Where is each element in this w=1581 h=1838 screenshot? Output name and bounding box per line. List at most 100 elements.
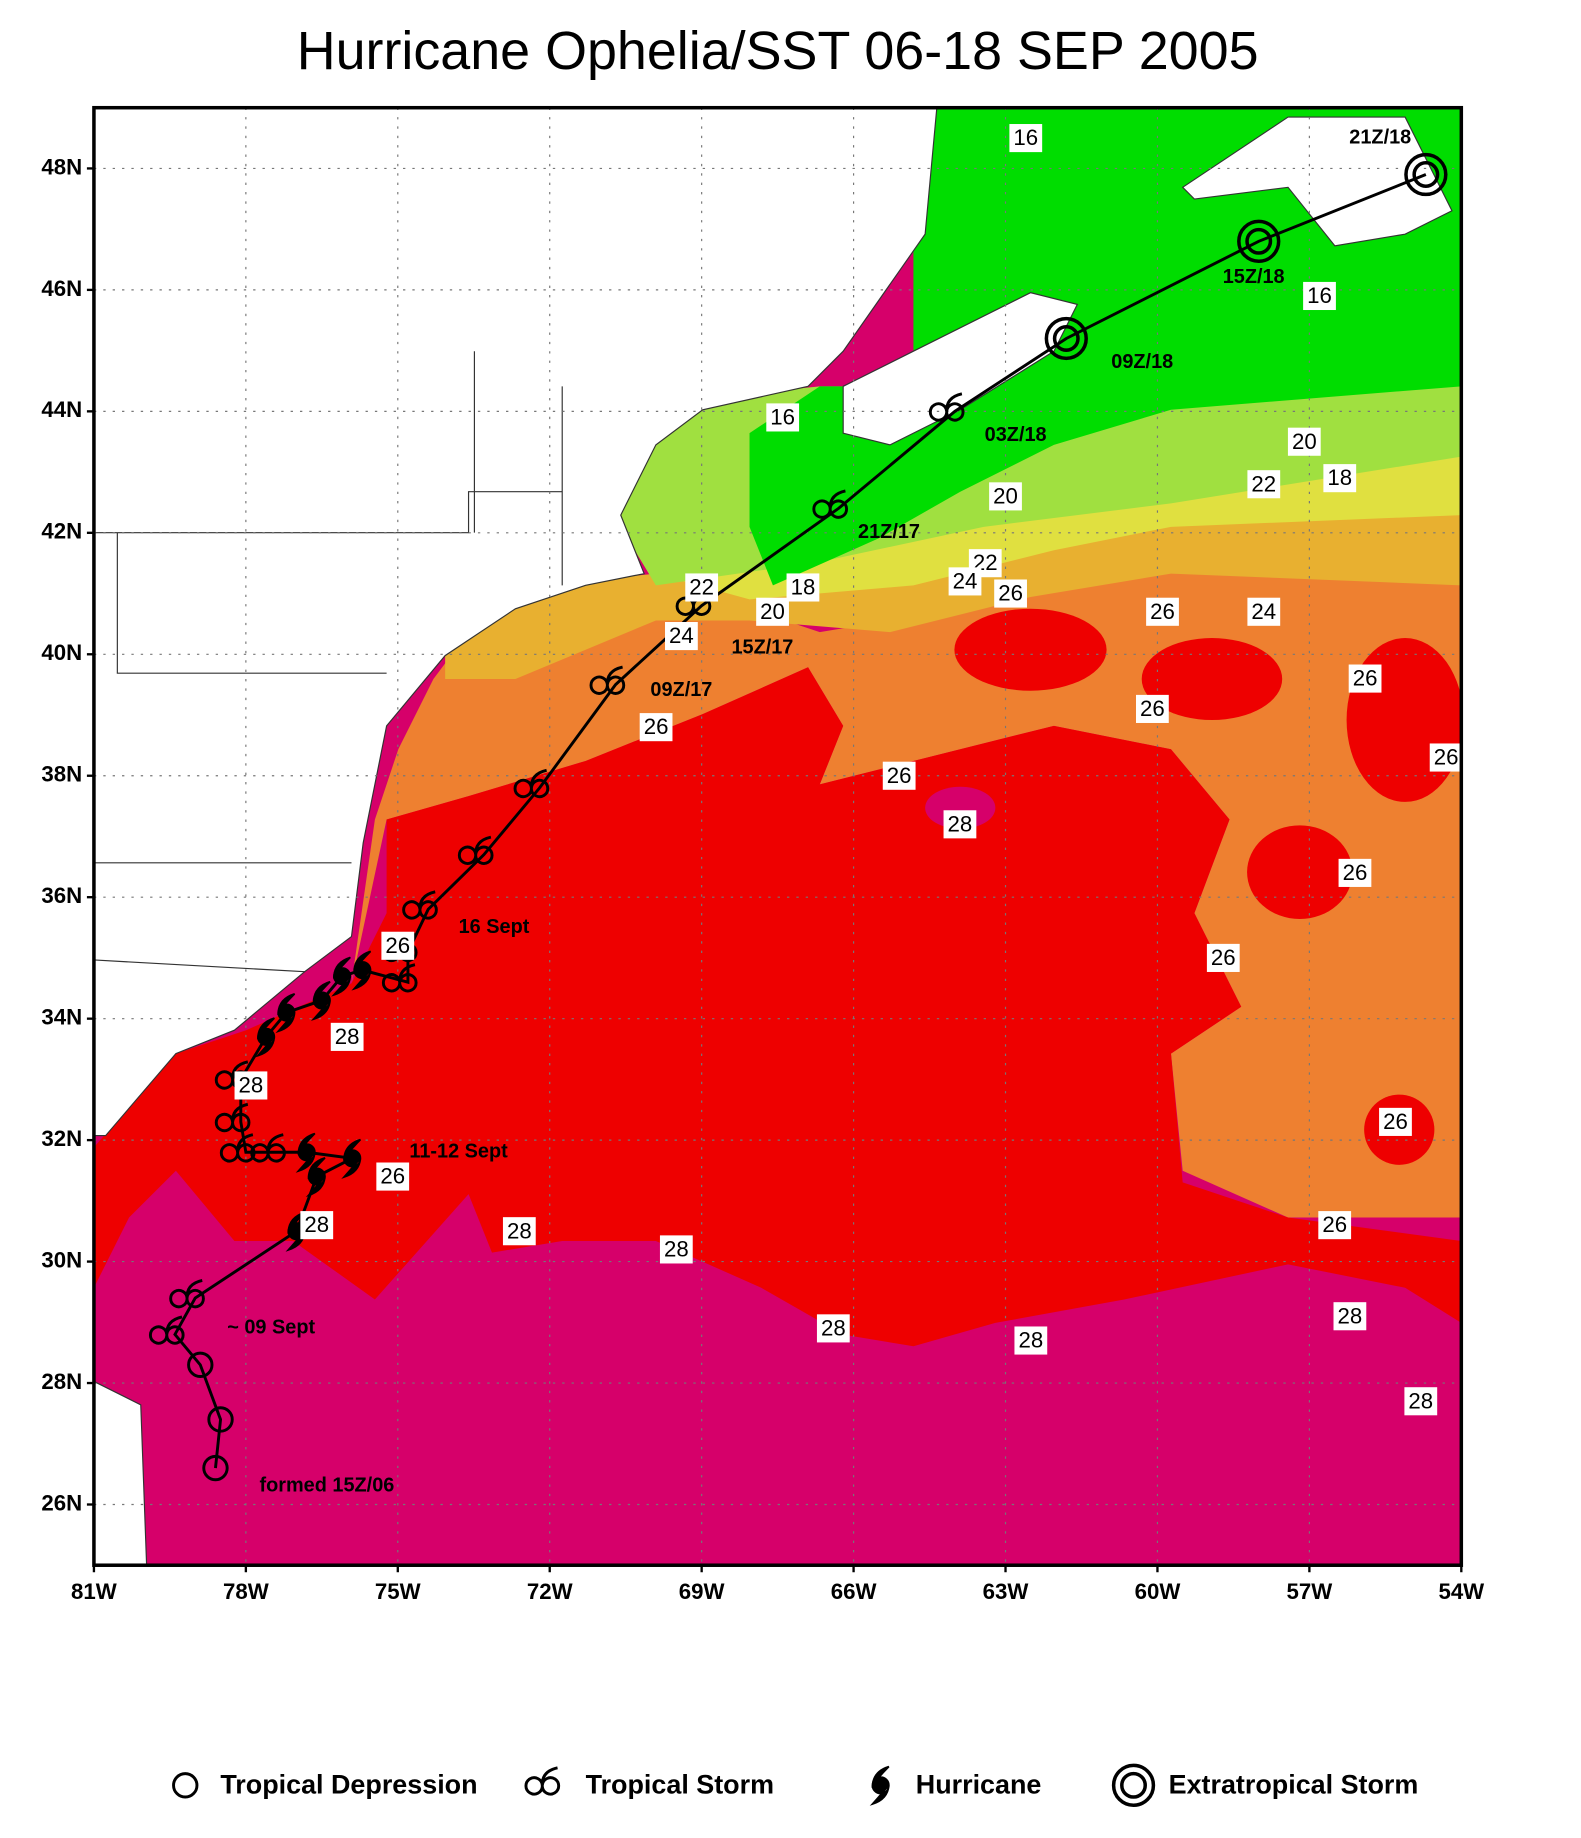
sst-label-text: 28	[239, 1073, 264, 1098]
tropical-depression-symbol	[172, 1772, 199, 1799]
sst-label-box	[502, 1217, 536, 1246]
sst-label-box	[1009, 124, 1043, 153]
sst-label-box	[1146, 597, 1179, 626]
sst-label-text: 26	[887, 763, 912, 788]
sst-label-box	[1318, 1211, 1352, 1240]
sst-label-box	[1429, 743, 1462, 772]
sst-label: 26	[1429, 743, 1462, 772]
sst-label-text: 16	[1307, 283, 1332, 308]
sst-label-text: 24	[1251, 599, 1276, 624]
outer-ring	[1404, 152, 1448, 197]
tropical-storm-symbol	[381, 963, 418, 993]
x-tick-label: 72W	[527, 1579, 573, 1604]
sst-label-box	[1135, 694, 1169, 723]
track-annotation: 16 Sept	[459, 916, 530, 938]
sst-label-text: 20	[1292, 429, 1317, 454]
sst-label-text: 26	[998, 581, 1023, 606]
sst-label-text: 26	[1150, 599, 1175, 624]
sst-label: 16	[1303, 281, 1336, 311]
x-tick-label: 69W	[679, 1579, 725, 1604]
sst-24-26	[351, 561, 1462, 1218]
x-tick-label: 75W	[375, 1579, 421, 1604]
sst-label-box	[1333, 1302, 1367, 1331]
sst-label-box	[1303, 281, 1336, 311]
sst-label: 28	[816, 1314, 850, 1343]
sst-label-text: 20	[760, 599, 785, 624]
extratropical-storm-symbol	[1404, 152, 1448, 197]
sst-label-text: 26	[1140, 696, 1165, 721]
map-frame	[92, 105, 1464, 1567]
sst-label-text: 22	[689, 575, 714, 600]
track-annotation: formed 15Z/06	[259, 1475, 394, 1497]
sst-label: 26	[1146, 597, 1179, 626]
tropical-storm-symbol	[812, 489, 849, 519]
sst-label: 24	[1247, 597, 1281, 626]
land	[93, 107, 938, 1137]
track-annotation: 09Z/17	[650, 679, 712, 701]
y-tick-label: 48N	[41, 154, 82, 179]
map-title: Hurricane Ophelia/SST 06-18 SEP 2005	[297, 21, 1259, 81]
sst-label: 26	[994, 579, 1027, 608]
sst-label: 28	[659, 1235, 693, 1264]
sst-label-text: 24	[669, 623, 694, 648]
outer-ring	[1111, 1763, 1156, 1807]
sst-label-box	[1404, 1387, 1438, 1416]
y-tick-label: 44N	[41, 397, 82, 422]
sst-label-box	[1323, 464, 1357, 493]
sst-label-text: 26	[1353, 666, 1378, 691]
x-tick-label: 60W	[1135, 1579, 1181, 1604]
inner-ring	[1120, 1771, 1147, 1799]
sst-label-text: 28	[821, 1315, 846, 1340]
legend-label: Extratropical Storm	[1169, 1770, 1419, 1800]
track-annotation: 21Z/18	[1349, 126, 1411, 148]
sst-label-box	[943, 810, 977, 839]
sst-label-box	[1206, 943, 1240, 972]
sst-label-text: 16	[1013, 125, 1038, 150]
sst-label-text: 26	[380, 1164, 405, 1189]
sst-label-text: 26	[385, 933, 410, 958]
sst-label-box	[659, 1235, 693, 1264]
sst-label-text: 28	[335, 1024, 360, 1049]
tropical-storm-symbol	[219, 1133, 256, 1163]
sst-label-box	[786, 573, 820, 602]
sst-label-text: 16	[770, 404, 795, 429]
sst-label: 28	[330, 1022, 364, 1051]
tropical-storm-symbol	[513, 768, 550, 799]
sst-label-text: 28	[1338, 1303, 1363, 1328]
outer-ring	[1237, 219, 1281, 263]
sst-26-28	[93, 667, 1462, 1347]
track-annotation: 11-12 Sept	[409, 1141, 508, 1163]
sst-label-text: 28	[507, 1218, 532, 1243]
x-tick-label: 66W	[831, 1579, 877, 1604]
sst-warm-eddy	[1141, 638, 1283, 720]
x-tick-label: 78W	[223, 1579, 269, 1604]
tropical-storm-symbol	[928, 392, 965, 422]
sst-label-box	[882, 761, 916, 790]
legend: Tropical Depression Tropical Storm Hurrica…	[172, 1763, 1419, 1807]
sst-label-box	[665, 622, 698, 651]
sst-label: 28	[1014, 1326, 1048, 1355]
sst-warm-eddy	[1247, 825, 1353, 919]
sst-label: 26	[1379, 1107, 1412, 1136]
sst-label: 24	[948, 567, 982, 596]
sst-label: 20	[989, 482, 1022, 511]
sst-label-box	[330, 1022, 364, 1051]
sst-label: 20	[1287, 427, 1321, 456]
sst-label: 28	[1333, 1302, 1367, 1331]
sst-label-text: 28	[304, 1212, 329, 1237]
sst-label: 28	[1404, 1387, 1438, 1416]
sst-label-box	[948, 567, 982, 596]
sst-label-box	[766, 403, 800, 432]
tropical-storm-symbol	[169, 1279, 205, 1309]
sst-label-text: 26	[1322, 1212, 1347, 1237]
sst-label-text: 28	[1408, 1388, 1433, 1413]
tropical-storm-symbol	[457, 835, 494, 865]
hurricane-symbol	[305, 1156, 326, 1198]
sst-label-text: 24	[953, 568, 978, 593]
sst-label-box	[639, 713, 673, 742]
x-tick-label: 54W	[1438, 1579, 1484, 1604]
tropical-depression-symbol	[207, 1406, 234, 1433]
